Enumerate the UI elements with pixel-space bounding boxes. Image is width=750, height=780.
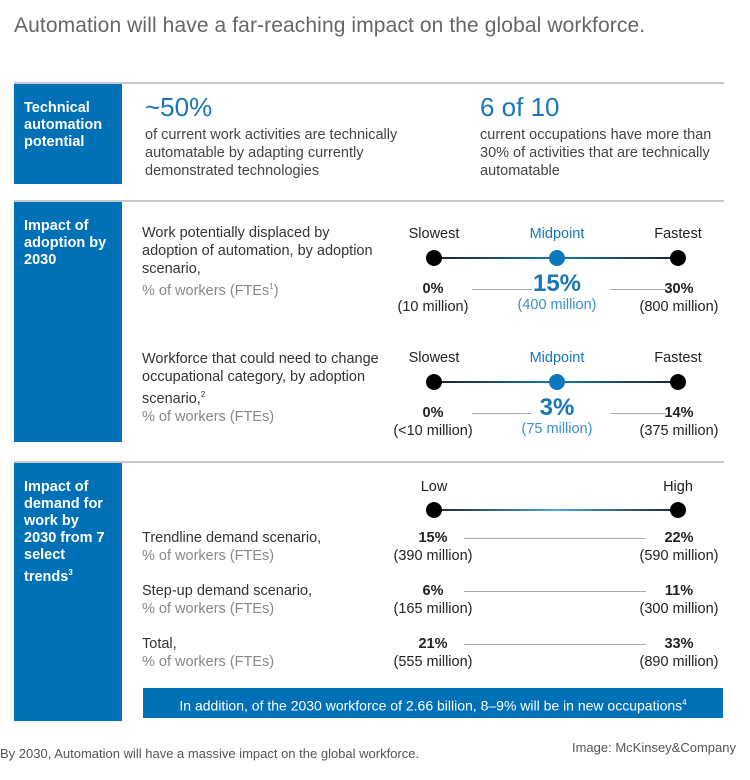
dot-high (670, 502, 686, 518)
technical-label: Technical automation potential (14, 84, 122, 184)
dot-fastest (670, 250, 686, 266)
page-title: Automation will have a far-reaching impa… (14, 14, 646, 37)
value-slowest: 0% (10 million) (397, 281, 469, 315)
dot-slowest (426, 250, 442, 266)
technical-section: Technical automation potential ~50% of c… (14, 82, 724, 184)
total-question: Total,% of workers (FTEs) (142, 636, 275, 670)
demand-range-line (434, 509, 679, 511)
value-midpoint-2: 3% (75 million) (521, 394, 593, 438)
header-slowest-2: Slowest (408, 350, 460, 366)
header-high: High (663, 479, 693, 495)
value-midpoint: 15% (400 million) (517, 270, 597, 314)
adoption-section: Impact of adoption by 2030 Work potentia… (14, 200, 724, 442)
scenario-line-left-2 (434, 381, 557, 383)
scenario-line-left (434, 257, 557, 259)
stat-6-of-10: 6 of 10 (480, 92, 560, 122)
stat-50-percent: ~50% (145, 92, 213, 122)
scenario-line-right-2 (557, 381, 679, 383)
displaced-question: Work potentially displaced by adoption o… (142, 225, 373, 299)
trendline-connector (464, 538, 646, 539)
dot-midpoint-2 (549, 374, 565, 390)
header-midpoint: Midpoint (529, 226, 585, 242)
new-occupations-banner: In addition, of the 2030 workforce of 2.… (143, 688, 723, 718)
trendline-low: 15% (390 million) (393, 530, 473, 564)
total-low: 21% (555 million) (393, 636, 473, 670)
connector-left (472, 289, 532, 290)
dot-fastest-2 (670, 374, 686, 390)
dot-midpoint (549, 250, 565, 266)
caption: By 2030, Automation will have a massive … (0, 746, 420, 761)
stepup-high: 11% (300 million) (639, 583, 719, 617)
occupation-change-question: Workforce that could need to change occu… (142, 351, 379, 425)
header-fastest-2: Fastest (654, 350, 702, 366)
header-fastest: Fastest (654, 226, 702, 242)
adoption-label: Impact of adoption by 2030 (14, 202, 122, 442)
demand-label: Impact of demand for work by 2030 from 7… (14, 463, 122, 721)
connector-right-2 (610, 413, 666, 414)
stat-50-desc: of current work activities are technical… (145, 127, 398, 179)
stepup-connector (464, 591, 646, 592)
stepup-question: Step-up demand scenario,% of workers (FT… (142, 583, 313, 617)
trendline-question: Trendline demand scenario,% of workers (… (142, 530, 322, 564)
header-low: Low (420, 479, 448, 495)
dot-slowest-2 (426, 374, 442, 390)
demand-section: Impact of demand for work by 2030 from 7… (14, 461, 724, 721)
stepup-low: 6% (165 million) (393, 583, 473, 617)
value-fastest: 30% (800 million) (639, 281, 719, 315)
header-midpoint-2: Midpoint (529, 350, 585, 366)
connector-left-2 (472, 413, 532, 414)
total-high: 33% (890 million) (639, 636, 719, 670)
value-fastest-2: 14% (375 million) (639, 405, 719, 439)
stat-6-of-10-desc: current occupations have more than 30% o… (480, 127, 712, 179)
dot-low (426, 502, 442, 518)
scenario-line-right (557, 257, 679, 259)
connector-right (610, 289, 666, 290)
image-credit: Image: McKinsey&Company (571, 740, 736, 755)
header-slowest: Slowest (408, 226, 460, 242)
total-connector (464, 644, 646, 645)
trendline-high: 22% (590 million) (639, 530, 719, 564)
value-slowest-2: 0% (<10 million) (393, 405, 473, 439)
